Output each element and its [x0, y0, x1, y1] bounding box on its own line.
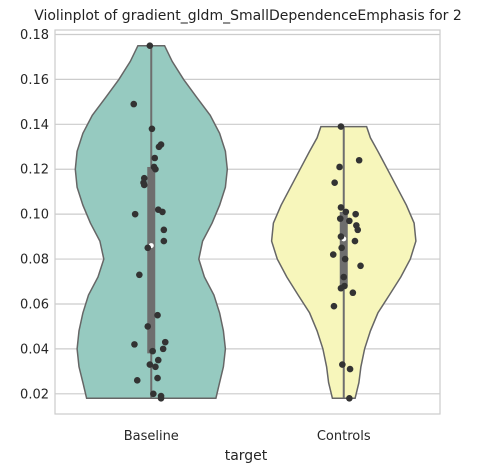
data-point: [351, 237, 359, 245]
y-tick-label: 0.12: [20, 163, 49, 178]
data-point: [148, 125, 156, 133]
data-point: [144, 323, 152, 330]
data-point: [144, 244, 152, 252]
data-point: [149, 347, 156, 355]
data-point: [131, 341, 138, 348]
y-tick-label: 0.16: [20, 73, 49, 88]
data-point: [336, 163, 343, 171]
data-point: [346, 217, 353, 225]
data-point: [151, 154, 159, 162]
data-point: [160, 226, 168, 234]
data-point: [337, 123, 345, 130]
data-point: [154, 356, 162, 364]
data-point: [146, 361, 154, 368]
violin-group: [270, 123, 417, 402]
data-point: [336, 215, 344, 222]
data-point: [346, 365, 354, 373]
data-point: [130, 100, 138, 108]
data-point: [352, 210, 359, 218]
y-axis-ticks: 0.02 0.04 0.06 0.08 0.10 0.12 0.14 0.16 0.18: [20, 28, 49, 402]
data-point: [152, 165, 159, 173]
data-point: [152, 363, 159, 371]
data-point: [157, 394, 165, 402]
y-tick-label: 0.02: [20, 387, 49, 402]
data-point: [154, 374, 161, 382]
data-point: [331, 179, 338, 187]
y-tick-label: 0.18: [20, 28, 49, 43]
data-point: [133, 377, 141, 384]
violins: [74, 42, 417, 402]
x-tick-label: Controls: [317, 429, 371, 444]
data-point: [355, 156, 363, 164]
data-point: [161, 338, 169, 346]
data-point: [155, 143, 163, 151]
y-tick-label: 0.08: [20, 253, 49, 268]
y-tick-label: 0.04: [20, 342, 49, 357]
data-point: [150, 390, 157, 398]
data-point: [140, 181, 148, 189]
chart-title: Violinplot of gradient_gldm_SmallDepende…: [34, 8, 462, 24]
data-point: [159, 208, 166, 216]
x-tick-label: Baseline: [124, 429, 179, 444]
data-point: [329, 251, 337, 258]
data-point: [338, 244, 345, 252]
x-axis-ticks: Baseline Controls: [124, 429, 371, 444]
data-point: [340, 273, 348, 281]
data-point: [349, 289, 357, 297]
data-point: [330, 302, 338, 310]
data-point: [354, 226, 362, 234]
y-tick-label: 0.14: [20, 118, 49, 133]
data-point: [131, 210, 139, 218]
violin-group: [74, 42, 229, 402]
data-point: [136, 271, 143, 279]
y-tick-label: 0.10: [20, 208, 49, 223]
data-point: [159, 345, 167, 353]
data-point: [337, 233, 345, 240]
data-point: [160, 237, 168, 245]
data-point: [346, 394, 353, 402]
iqr-box: [147, 166, 156, 354]
data-point: [337, 284, 345, 292]
data-point: [341, 255, 349, 263]
data-point: [154, 311, 161, 319]
y-tick-label: 0.06: [20, 297, 49, 312]
plot-frame: [54, 29, 441, 415]
data-point: [339, 361, 346, 368]
data-point: [357, 262, 364, 270]
data-point: [342, 208, 350, 216]
data-point: [146, 42, 154, 50]
data-point: [337, 204, 345, 211]
x-axis-label: target: [225, 448, 268, 464]
